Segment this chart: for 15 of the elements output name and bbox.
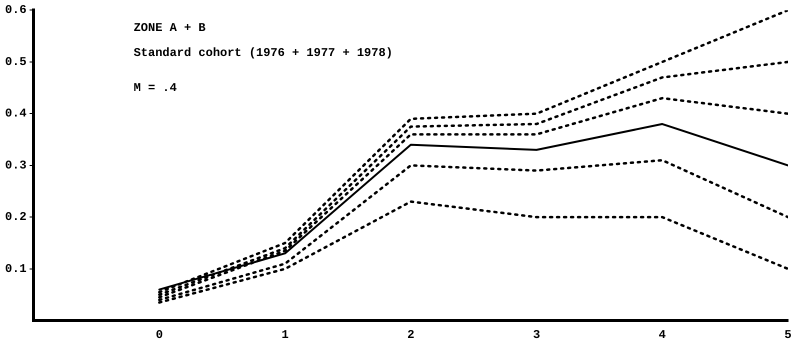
y-tick-label: 0.6: [4, 3, 27, 18]
x-tick-label: 1: [281, 328, 289, 342]
y-tick-label: 0.1: [4, 262, 27, 276]
y-tick-label: 0.3: [4, 158, 27, 172]
annotation: Standard cohort (1976 + 1977 + 1978): [134, 46, 393, 60]
x-tick-label: 4: [658, 328, 666, 342]
y-tick-label: 0.2: [4, 210, 27, 224]
x-tick-label: 2: [407, 328, 414, 342]
annotation: M = .4: [134, 81, 177, 96]
x-tick-label: 5: [784, 328, 792, 342]
x-tick-label: 0: [156, 328, 163, 342]
annotation: ZONE A + B: [134, 21, 206, 36]
y-tick-label: 0.5: [4, 54, 27, 69]
y-tick-label: 0.4: [4, 106, 27, 121]
x-tick-label: 3: [532, 328, 540, 342]
